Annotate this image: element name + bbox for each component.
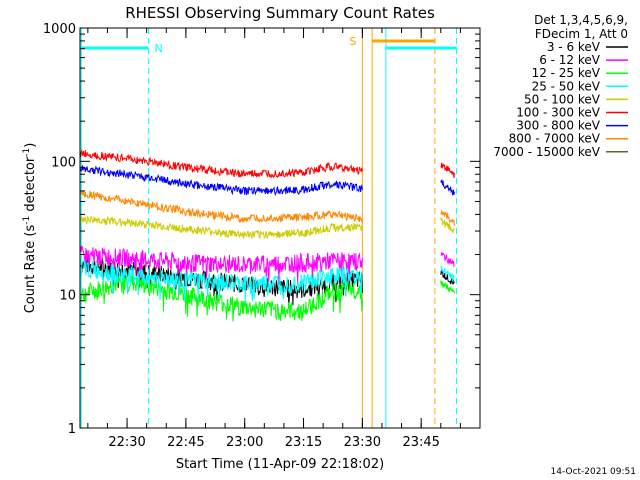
legend: Det 1,3,4,5,6,9, FDecim 1, Att 0 3 - 6 k… xyxy=(493,13,628,159)
x-tick-label: 23:45 xyxy=(402,435,439,450)
y-axis-label-part3: ) xyxy=(23,143,38,148)
legend-entry-label: 800 - 7000 keV xyxy=(509,132,601,146)
footer-date: 14-Oct-2021 09:51 xyxy=(551,467,636,477)
series-line xyxy=(79,215,363,240)
x-tick-label: 23:30 xyxy=(344,435,381,450)
y-axis-label: Count Rate (s-1 detector-1) xyxy=(22,143,38,314)
series-line-post-saa xyxy=(440,162,455,179)
saa-label: S xyxy=(349,35,356,48)
x-tick-label: 23:15 xyxy=(285,435,322,450)
y-axis-label-part1: Count Rate (s xyxy=(23,225,38,314)
plot-frame xyxy=(79,27,481,429)
chart-title: RHESSI Observing Summary Count Rates xyxy=(125,4,435,22)
legend-entry-label: 25 - 50 keV xyxy=(532,79,601,93)
night-label: N xyxy=(155,42,163,55)
legend-entry-label: 7000 - 15000 keV xyxy=(493,145,600,159)
chart-marks: NS xyxy=(79,28,457,428)
series-line xyxy=(79,245,363,285)
y-axis-label-sup2: -1 xyxy=(22,148,32,157)
y-axis-label-part2: detector xyxy=(23,156,38,216)
x-tick-label: 23:00 xyxy=(226,435,263,450)
series-line-post-saa xyxy=(440,270,455,285)
legend-entry-label: 12 - 25 keV xyxy=(532,66,601,80)
series-line-post-saa xyxy=(440,280,455,294)
series-line-post-saa xyxy=(440,251,455,268)
legend-entry-label: 6 - 12 keV xyxy=(539,53,601,67)
series-line xyxy=(79,190,363,223)
legend-title-line2: FDecim 1, Att 0 xyxy=(535,27,628,41)
legend-title-line1: Det 1,3,4,5,6,9, xyxy=(534,13,628,27)
legend-entry-label: 100 - 300 keV xyxy=(516,106,600,120)
x-tick-label: 22:45 xyxy=(167,435,204,450)
x-axis-label: Start Time (11-Apr-09 22:18:02) xyxy=(176,457,384,472)
legend-entry-label: 3 - 6 keV xyxy=(547,40,601,54)
y-axis-label-sup1: -1 xyxy=(22,216,32,225)
series-line-post-saa xyxy=(440,179,455,196)
series-line xyxy=(79,165,363,197)
series-line-post-saa xyxy=(440,210,455,226)
legend-entry-label: 50 - 100 keV xyxy=(524,92,601,106)
series-line xyxy=(79,258,363,303)
y-tick-label: 100 xyxy=(51,155,76,170)
x-tick-label: 22:30 xyxy=(108,435,145,450)
series-line xyxy=(79,148,363,179)
series-line-post-saa xyxy=(440,265,455,283)
legend-entry-label: 300 - 800 keV xyxy=(516,119,600,133)
axes: 1 10 100 1000 22:30 22:45 23:00 23:15 23:30 23:45 xyxy=(43,22,481,450)
y-tick-label: 10 xyxy=(59,289,76,304)
y-tick-label: 1 xyxy=(68,422,76,437)
y-tick-label: 1000 xyxy=(43,22,76,37)
series-line-post-saa xyxy=(440,217,455,234)
